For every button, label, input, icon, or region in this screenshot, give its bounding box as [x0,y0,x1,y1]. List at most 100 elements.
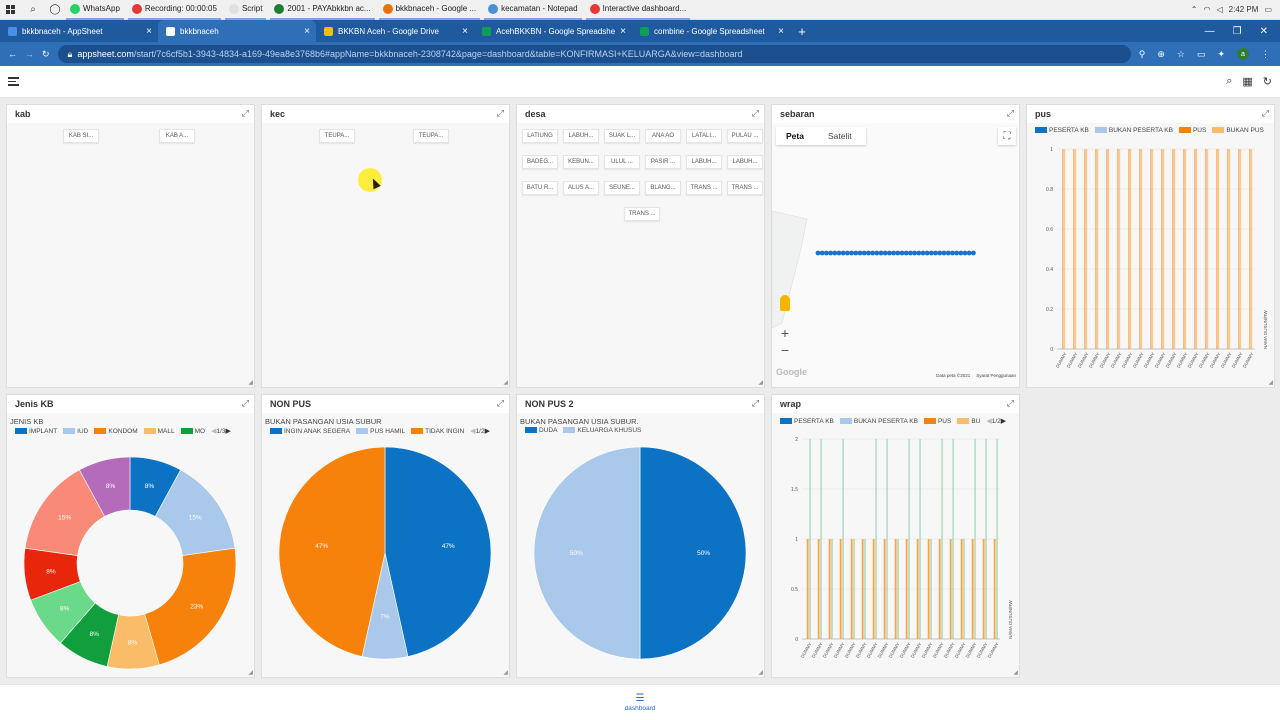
bar[interactable] [852,539,854,639]
bar[interactable] [930,539,932,639]
bar[interactable] [828,539,830,639]
bar[interactable] [886,439,888,639]
bar[interactable] [1238,149,1240,349]
desa-chip[interactable]: KEBUN... [563,155,599,169]
cast-icon[interactable]: ▭ [1196,48,1206,59]
bar[interactable] [984,539,986,639]
desa-chip[interactable]: BATU R... [522,181,558,195]
volume-icon[interactable]: ◁ [1216,5,1223,14]
menu-kebab-icon[interactable]: ⋮ [1261,48,1270,59]
bar[interactable] [1229,149,1231,349]
legend-item[interactable]: BUKAN PUS [1212,127,1264,134]
forward-icon[interactable]: → [25,49,34,59]
desa-chip[interactable]: ALUS A... [563,181,599,195]
kec-chip[interactable]: TEUPA... [319,129,355,143]
bar[interactable] [907,539,909,639]
bar[interactable] [1216,149,1218,349]
restore-icon[interactable]: ❐ [1232,25,1242,37]
legend-item[interactable]: PUS [1178,127,1206,134]
bar[interactable] [1152,149,1154,349]
desa-chip[interactable]: ANA AO [645,129,681,143]
bar[interactable] [830,539,832,639]
bar[interactable] [1117,149,1119,349]
bar[interactable] [897,539,899,639]
back-icon[interactable]: ← [8,49,17,59]
legend-item[interactable]: DUDA [525,427,557,434]
bar[interactable] [817,539,819,639]
legend-item[interactable]: MO [180,428,205,435]
zoom-in-button[interactable]: + [780,325,790,341]
resize-handle-icon[interactable]: ◢ [1013,670,1018,676]
bar[interactable] [919,439,921,639]
bar[interactable] [973,539,975,639]
desa-chip[interactable]: PULAU ... [727,129,763,143]
browser-tab[interactable]: BKKBN Aceh - Google Drive × [316,20,474,42]
bar[interactable] [1249,149,1251,349]
bar[interactable] [1119,149,1121,349]
pager-prev-icon[interactable]: ◀ [986,418,992,425]
bar[interactable] [864,539,866,639]
pager-next-icon[interactable]: ▶ [484,428,490,435]
legend-item[interactable]: PESERTA KB [780,418,834,425]
browser-tab[interactable]: AcehBKKBN - Google Spreadshe × [474,20,632,42]
bar[interactable] [941,439,943,639]
bar[interactable] [982,539,984,639]
bar[interactable] [1183,149,1185,349]
taskbar-app[interactable]: bkkbnaceh - Google ... [378,0,481,20]
bar[interactable] [809,439,811,639]
bar[interactable] [1075,149,1077,349]
desa-chip[interactable]: BADEG... [522,155,558,169]
bar[interactable] [1185,149,1187,349]
bar[interactable] [1086,149,1088,349]
search-icon[interactable]: ⌕ [30,4,36,15]
task-view-icon[interactable]: ◯ [49,4,61,15]
bar[interactable] [885,539,887,639]
bar[interactable] [1064,149,1066,349]
bar[interactable] [872,539,874,639]
minimize-icon[interactable]: — [1204,25,1215,37]
resize-handle-icon[interactable]: ◢ [503,670,508,676]
resize-handle-icon[interactable]: ◢ [248,670,253,676]
bar[interactable] [1194,149,1196,349]
taskbar-app[interactable]: Recording: 00:00:05 [127,0,221,20]
desa-chip[interactable]: BLANG... [645,181,681,195]
browser-tab[interactable]: bkkbnaceh - AppSheet × [0,20,158,42]
pager-next-icon[interactable]: ▶ [225,428,231,435]
bar[interactable] [1084,149,1086,349]
pie-slice[interactable] [278,446,386,657]
kec-chip[interactable]: TEUPA... [413,129,449,143]
pager-prev-icon[interactable]: ◀ [211,428,217,435]
close-tab-icon[interactable]: × [778,25,784,37]
bar[interactable] [918,539,920,639]
bar[interactable] [841,539,843,639]
bar[interactable] [819,539,821,639]
close-window-icon[interactable]: ✕ [1259,25,1268,37]
bar[interactable] [1095,149,1097,349]
bar[interactable] [1227,149,1229,349]
bar[interactable] [820,439,822,639]
bar[interactable] [1218,149,1220,349]
bar[interactable] [861,539,863,639]
pager-next-icon[interactable]: ▶ [1000,418,1007,425]
extensions-icon[interactable]: ✦ [1217,48,1225,59]
bar[interactable] [875,439,877,639]
legend-item[interactable]: IUD [63,428,88,435]
bar[interactable] [929,539,931,639]
expand-icon[interactable]: ⤢ [241,108,249,118]
bar[interactable] [883,539,885,639]
resize-handle-icon[interactable]: ◢ [1268,380,1273,386]
legend-item[interactable]: KONDOM [94,428,138,435]
bar[interactable] [949,539,951,639]
legend-pager[interactable]: ◀1/3▶ [211,427,231,435]
desa-chip[interactable]: PASIR ... [645,155,681,169]
bar[interactable] [853,539,855,639]
legend-item[interactable]: PUS [923,418,951,425]
bar[interactable] [962,539,964,639]
grid-view-icon[interactable]: ▦ [1242,76,1253,88]
desa-chip[interactable]: LABUH... [563,129,599,143]
bar[interactable] [831,539,833,639]
bar[interactable] [1251,149,1253,349]
notification-icon[interactable]: ▭ [1264,5,1272,14]
hamburger-menu-icon[interactable] [8,77,19,86]
url-input[interactable]: 🔒︎ appsheet.com/start/7c6cf5b1-3943-4834… [57,45,1131,63]
